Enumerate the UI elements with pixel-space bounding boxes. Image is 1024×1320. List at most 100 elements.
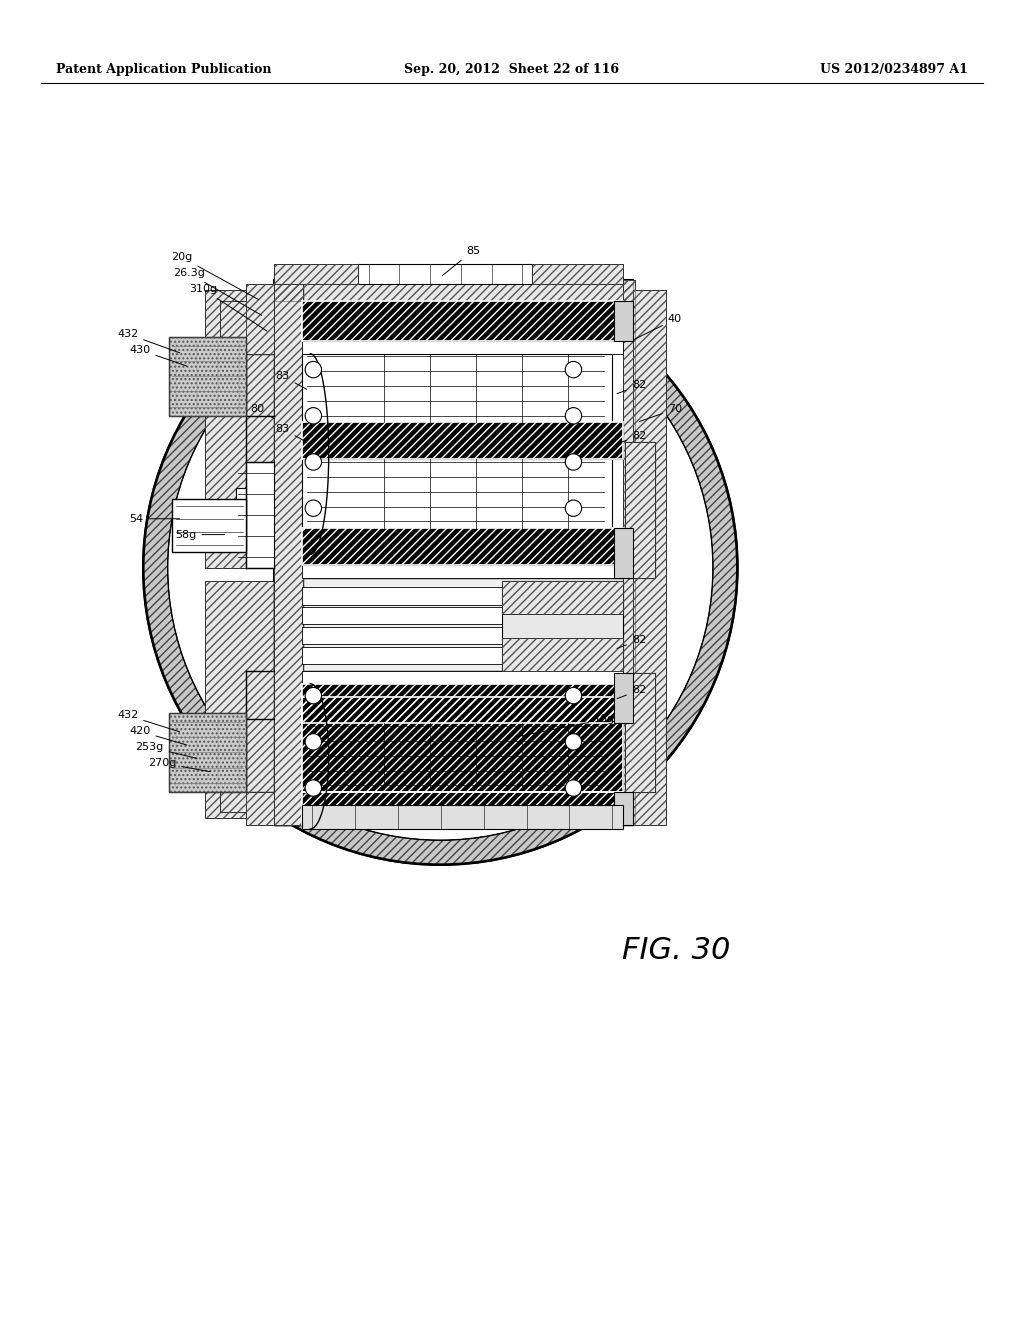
Circle shape	[305, 408, 322, 424]
Text: Sep. 20, 2012  Sheet 22 of 116: Sep. 20, 2012 Sheet 22 of 116	[404, 63, 620, 77]
Text: 82: 82	[617, 430, 646, 444]
Bar	[302, 697, 623, 792]
Bar	[502, 581, 623, 614]
Bar	[532, 264, 623, 284]
Bar	[625, 442, 655, 578]
Bar	[502, 638, 623, 671]
Bar	[274, 280, 633, 301]
Circle shape	[565, 688, 582, 704]
Bar	[625, 673, 655, 792]
Bar	[302, 671, 623, 684]
Circle shape	[565, 734, 582, 750]
Circle shape	[305, 362, 322, 378]
Bar	[274, 280, 303, 825]
Text: 270g: 270g	[147, 758, 210, 772]
Bar	[625, 673, 655, 792]
Bar	[172, 499, 246, 552]
Bar	[169, 337, 246, 416]
Bar	[302, 354, 612, 422]
Bar	[302, 459, 612, 528]
Bar	[220, 792, 246, 812]
Bar	[205, 290, 274, 568]
Text: 54: 54	[129, 513, 179, 524]
Bar	[532, 264, 623, 284]
Bar	[302, 528, 623, 565]
Bar	[169, 713, 246, 792]
Text: 430: 430	[129, 345, 186, 366]
Circle shape	[168, 294, 713, 841]
Text: 20g: 20g	[171, 252, 259, 300]
Text: 82: 82	[617, 635, 646, 648]
Text: Patent Application Publication: Patent Application Publication	[56, 63, 271, 77]
Bar	[220, 301, 246, 354]
Bar	[623, 280, 635, 825]
Circle shape	[143, 271, 737, 865]
Text: 80: 80	[250, 404, 274, 418]
Bar	[625, 442, 655, 578]
Bar	[274, 578, 633, 671]
Circle shape	[565, 500, 582, 516]
Text: 16g: 16g	[520, 714, 615, 737]
Bar	[302, 723, 612, 792]
Bar	[502, 581, 623, 671]
Bar	[302, 805, 623, 829]
Bar	[205, 581, 274, 818]
Bar	[302, 528, 623, 565]
Bar	[302, 301, 623, 341]
Bar	[246, 792, 274, 825]
Bar	[614, 792, 633, 825]
Text: 253g: 253g	[135, 742, 197, 759]
Wedge shape	[143, 271, 737, 865]
Circle shape	[565, 454, 582, 470]
Bar	[302, 422, 623, 459]
Circle shape	[305, 500, 322, 516]
Bar	[246, 284, 274, 354]
Bar	[246, 284, 274, 354]
Bar	[302, 422, 623, 459]
Bar	[274, 264, 358, 284]
Text: 70: 70	[640, 404, 682, 421]
Text: 85: 85	[442, 246, 480, 276]
Bar	[302, 792, 623, 825]
Text: 83: 83	[275, 371, 307, 389]
Circle shape	[565, 408, 582, 424]
Bar	[302, 627, 502, 644]
Bar	[246, 792, 274, 825]
Text: 432: 432	[117, 329, 179, 352]
Bar	[614, 528, 633, 578]
Bar	[302, 697, 623, 792]
Bar	[625, 442, 655, 578]
Text: 26.3g: 26.3g	[173, 268, 262, 315]
Circle shape	[305, 454, 322, 470]
Bar	[274, 264, 358, 284]
Circle shape	[565, 362, 582, 378]
Circle shape	[565, 780, 582, 796]
Bar	[302, 647, 502, 664]
Bar	[302, 587, 502, 605]
Bar	[633, 290, 666, 825]
Bar	[302, 341, 623, 354]
Bar	[220, 301, 246, 354]
Bar	[274, 280, 303, 825]
Bar	[205, 581, 274, 818]
Bar	[302, 301, 623, 341]
Bar	[274, 280, 633, 825]
Circle shape	[305, 688, 322, 704]
Bar	[502, 581, 623, 614]
Bar	[169, 713, 246, 792]
Text: 82: 82	[617, 685, 646, 698]
Bar	[169, 337, 246, 416]
Bar	[274, 280, 633, 301]
Bar	[302, 565, 623, 578]
Text: US 2012/0234897 A1: US 2012/0234897 A1	[820, 63, 968, 77]
Bar	[246, 462, 274, 568]
Bar	[502, 638, 623, 671]
Bar	[302, 684, 623, 723]
Text: 58g: 58g	[175, 529, 224, 540]
Text: 420: 420	[129, 726, 186, 744]
Circle shape	[305, 780, 322, 796]
Bar	[614, 673, 633, 723]
Bar	[302, 607, 502, 624]
Bar	[220, 792, 246, 812]
Bar	[625, 673, 655, 792]
